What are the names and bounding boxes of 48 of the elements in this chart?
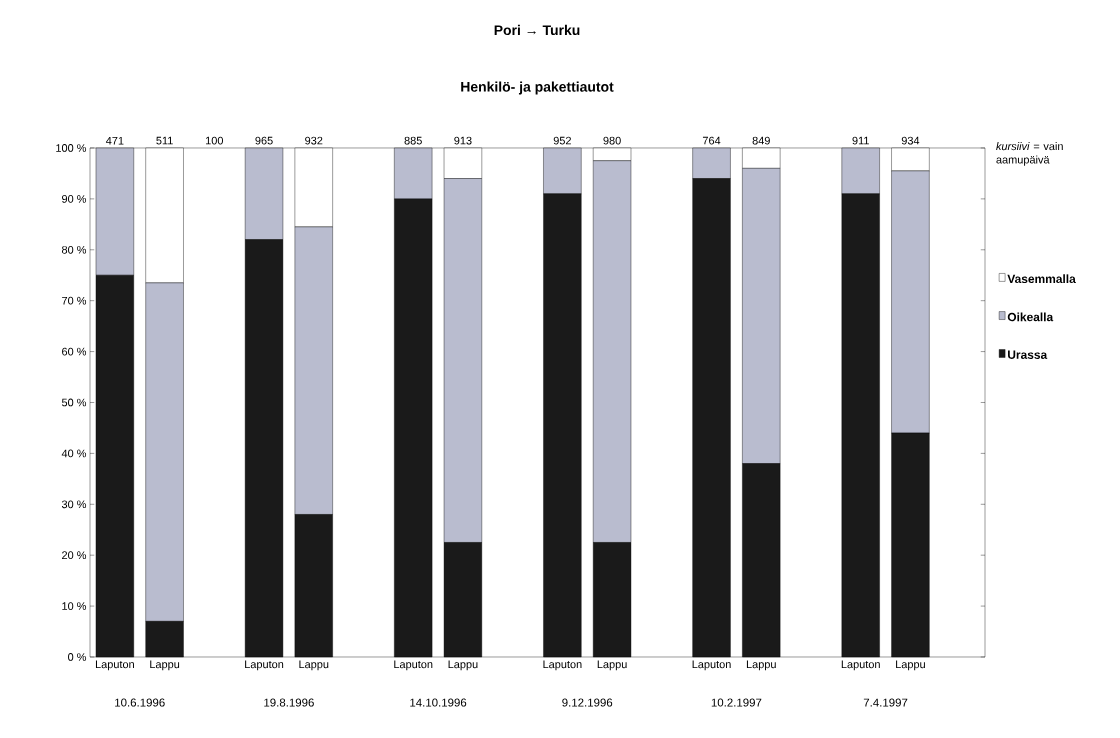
x-tick-label: Laputon <box>95 660 134 671</box>
y-tick-label: 30 % <box>61 500 87 509</box>
text: 471 <box>105 136 124 145</box>
text: 19.8.1996 <box>264 698 314 707</box>
legend-label: Vasemmalla <box>1007 274 1076 284</box>
y-tick-label: 20 % <box>62 551 87 560</box>
text: 7.4.1997 <box>863 698 908 707</box>
text: 932 <box>305 136 323 145</box>
x-tick-label: Laputon <box>841 660 880 671</box>
x-tick-label: Lappu <box>150 660 180 671</box>
legend-label: Oikealla <box>1007 312 1054 322</box>
y-tick-label: 70 % <box>62 296 87 305</box>
x-tick-label: Lappu <box>597 660 627 671</box>
text: 934 <box>901 136 920 145</box>
text: 511 <box>156 136 173 145</box>
y-tick-label: 50 % <box>61 398 87 407</box>
y-tick-label: 10 % <box>62 602 87 610</box>
text: 100 <box>206 136 224 145</box>
text: 764 <box>702 136 721 145</box>
text: 10.6.1996 <box>115 698 165 707</box>
y-tick-label: 90 % <box>62 195 87 203</box>
text: 980 <box>603 136 621 145</box>
text: 14.10.1996 <box>410 698 467 707</box>
chart-title: Pori → Turku <box>494 24 580 36</box>
x-tick-label: Laputon <box>543 660 582 671</box>
text: 10.2.1997 <box>711 698 762 707</box>
chart-subtitle: Henkilö- ja pakettiautot <box>461 81 614 95</box>
text: 9.12.1996 <box>562 698 613 707</box>
x-tick-label: Lappu <box>448 660 478 671</box>
x-tick-label: Lappu <box>299 660 329 671</box>
text: 885 <box>404 136 422 145</box>
y-tick-label: 80 % <box>61 245 87 254</box>
text: 965 <box>255 136 273 145</box>
x-tick-label: Lappu <box>746 660 776 671</box>
y-tick-label: 60 % <box>62 347 87 356</box>
text: 911 <box>852 136 869 145</box>
y-tick-label: 100 % <box>56 144 87 152</box>
text: 952 <box>553 136 571 145</box>
y-tick-label: 0 % <box>68 653 87 661</box>
legend-label: Urassa <box>1008 350 1048 359</box>
x-tick-label: Laputon <box>692 660 731 671</box>
x-tick-label: Laputon <box>394 660 433 671</box>
y-tick-label: 40 % <box>61 449 87 458</box>
text: kursiivi = vain aamupäivä <box>996 142 1063 166</box>
text: 913 <box>454 136 472 145</box>
x-tick-label: Lappu <box>896 660 925 671</box>
x-tick-label: Laputon <box>245 660 284 671</box>
text: 849 <box>752 136 770 145</box>
